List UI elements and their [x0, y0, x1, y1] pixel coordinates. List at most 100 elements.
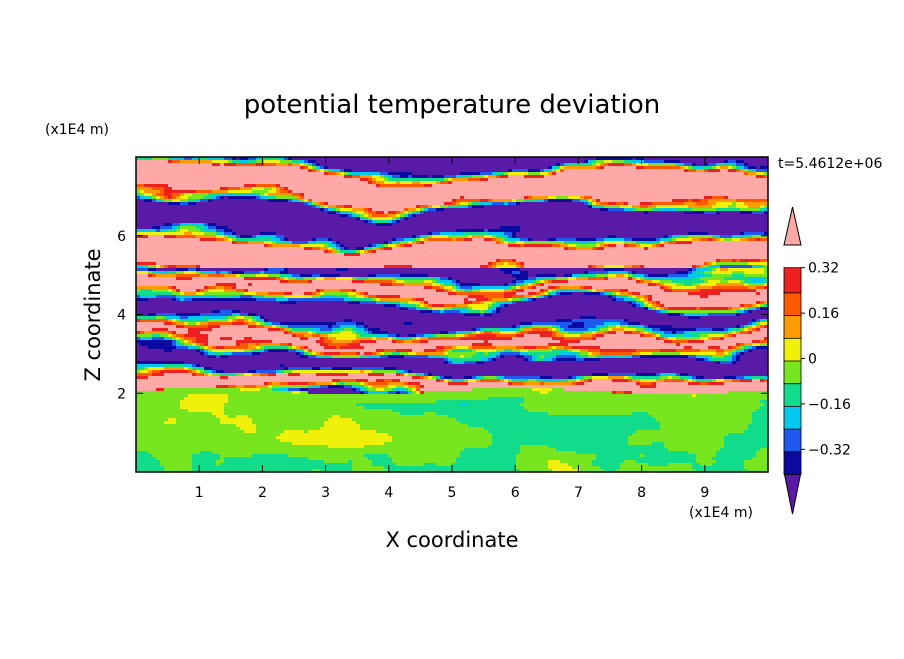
contour-cell	[508, 169, 513, 173]
contour-cell	[676, 166, 681, 170]
contour-cell	[548, 166, 553, 170]
contour-cell	[452, 175, 457, 179]
contour-cell	[224, 172, 229, 176]
contour-cell	[168, 163, 173, 167]
contour-cell	[692, 178, 697, 182]
contour-cell	[140, 169, 145, 173]
contour-cell	[320, 169, 325, 173]
contour-cell	[648, 172, 653, 176]
contour-cell	[424, 163, 429, 167]
contour-cell	[368, 172, 373, 176]
contour-cell	[488, 160, 493, 164]
contour-cell	[716, 178, 721, 182]
contour-cell	[212, 160, 217, 164]
contour-cell	[324, 160, 329, 164]
contour-cell	[272, 172, 277, 176]
contour-cell	[264, 175, 269, 179]
contour-cell	[676, 160, 681, 164]
contour-cell	[688, 169, 693, 173]
contour-cell	[240, 172, 245, 176]
contour-cell	[568, 160, 573, 164]
contour-cell	[652, 169, 657, 173]
contour-cell	[316, 181, 321, 185]
contour-cell	[136, 175, 141, 179]
contour-cell	[460, 175, 465, 179]
contour-cell	[252, 166, 257, 170]
contour-cell	[168, 160, 173, 164]
contour-cell	[316, 166, 321, 170]
contour-cell	[576, 169, 581, 173]
contour-cell	[184, 166, 189, 170]
contour-cell	[760, 178, 765, 182]
contour-cell	[756, 172, 761, 176]
contour-cell	[160, 157, 165, 161]
contour-cell	[204, 172, 209, 176]
contour-cell	[596, 178, 601, 182]
contour-cell	[308, 172, 313, 176]
contour-cell	[180, 181, 185, 185]
contour-cell	[584, 157, 589, 161]
contour-cell	[720, 172, 725, 176]
contour-cell	[580, 166, 585, 170]
contour-cell	[172, 163, 177, 167]
contour-cell	[416, 178, 421, 182]
contour-cell	[304, 160, 309, 164]
contour-cell	[544, 175, 549, 179]
contour-cell	[212, 163, 217, 167]
contour-cell	[348, 175, 353, 179]
contour-cell	[300, 181, 305, 185]
contour-cell	[760, 163, 765, 167]
contour-cell	[464, 178, 469, 182]
contour-cell	[284, 175, 289, 179]
contour-cell	[420, 163, 425, 167]
contour-cell	[620, 178, 625, 182]
contour-cell	[336, 169, 341, 173]
contour-cell	[332, 160, 337, 164]
contour-cell	[436, 157, 441, 161]
contour-cell	[284, 172, 289, 176]
contour-cell	[700, 178, 705, 182]
contour-cell	[628, 178, 633, 182]
contour-cell	[312, 166, 317, 170]
contour-cell	[308, 157, 313, 161]
contour-cell	[308, 175, 313, 179]
contour-cell	[672, 166, 677, 170]
contour-cell	[432, 169, 437, 173]
contour-cell	[372, 175, 377, 179]
contour-cell	[436, 160, 441, 164]
contour-cell	[600, 163, 605, 167]
contour-cell	[240, 163, 245, 167]
contour-cell	[296, 169, 301, 173]
contour-cell	[328, 163, 333, 167]
contour-cell	[244, 166, 249, 170]
contour-cell	[168, 175, 173, 179]
contour-cell	[300, 160, 305, 164]
contour-cell	[192, 157, 197, 161]
contour-cell	[196, 172, 201, 176]
contour-cell	[672, 172, 677, 176]
contour-cell	[152, 169, 157, 173]
contour-cell	[452, 160, 457, 164]
contour-cell	[636, 160, 641, 164]
contour-cell	[732, 169, 737, 173]
contour-cell	[464, 172, 469, 176]
contour-cell	[392, 178, 397, 182]
contour-cell	[712, 166, 717, 170]
contour-cell	[688, 157, 693, 161]
contour-cell	[256, 181, 261, 185]
contour-cell	[652, 157, 657, 161]
contour-cell	[160, 181, 165, 185]
contour-cell	[344, 178, 349, 182]
contour-cell	[380, 160, 385, 164]
contour-cell	[456, 169, 461, 173]
contour-cell	[432, 157, 437, 161]
contour-cell	[660, 163, 665, 167]
contour-cell	[452, 157, 457, 161]
contour-cell	[656, 163, 661, 167]
contour-cell	[456, 172, 461, 176]
contour-cell	[744, 175, 749, 179]
contour-cell	[340, 157, 345, 161]
contour-cell	[196, 163, 201, 167]
contour-cell	[520, 166, 525, 170]
